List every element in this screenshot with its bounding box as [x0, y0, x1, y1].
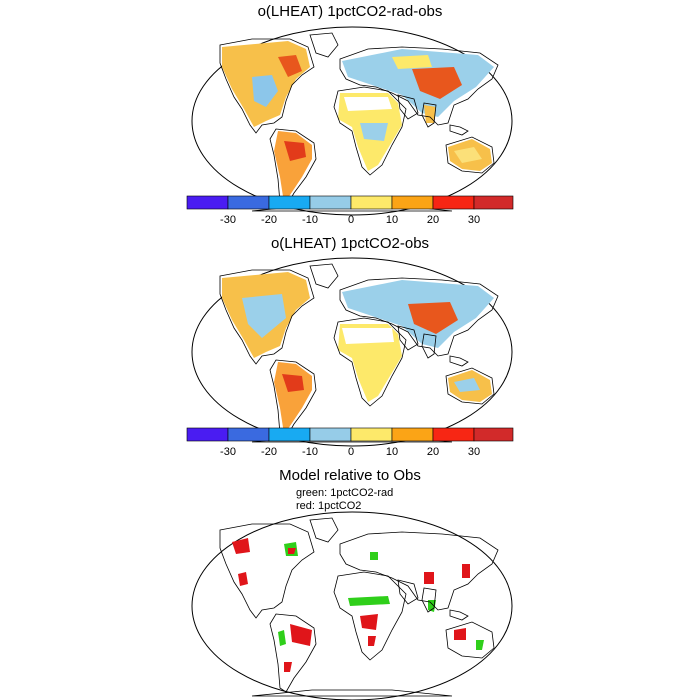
- cb2-label-7: 30: [468, 446, 480, 458]
- legend-red-label: red: 1pctCO2: [296, 500, 362, 512]
- panel-2-title: o(LHEAT) 1pctCO2-obs: [270, 235, 430, 252]
- cb2-label-5: 10: [386, 446, 398, 458]
- panel-1-title: o(LHEAT) 1pctCO2-rad-obs: [257, 3, 443, 20]
- colorbar-2-labels: -30 -20 -10 0 10 20 30: [220, 446, 480, 458]
- cb2-label-6: 20: [427, 446, 439, 458]
- cb1-label-4: 0: [348, 214, 354, 226]
- cb1-label-2: -20: [261, 214, 277, 226]
- legend-green-label: green: 1pctCO2-rad: [296, 487, 394, 499]
- map-panel-2: [191, 257, 513, 447]
- colorbar-1: [186, 195, 514, 210]
- colorbar-2: [186, 427, 514, 442]
- cb2-label-1: -30: [220, 446, 236, 458]
- cb1-label-1: -30: [220, 214, 236, 226]
- cb1-label-6: 20: [427, 214, 439, 226]
- cb1-label-7: 30: [468, 214, 480, 226]
- colorbar-1-labels: -30 -20 -10 0 10 20 30: [220, 214, 480, 226]
- map-panel-1: [191, 26, 513, 216]
- cb2-label-4: 0: [348, 446, 354, 458]
- cb2-label-2: -20: [261, 446, 277, 458]
- cb1-label-5: 10: [386, 214, 398, 226]
- cb2-label-3: -10: [302, 446, 318, 458]
- cb1-label-3: -10: [302, 214, 318, 226]
- map-panel-3: [191, 511, 513, 700]
- panel-3-title: Model relative to Obs: [279, 467, 421, 484]
